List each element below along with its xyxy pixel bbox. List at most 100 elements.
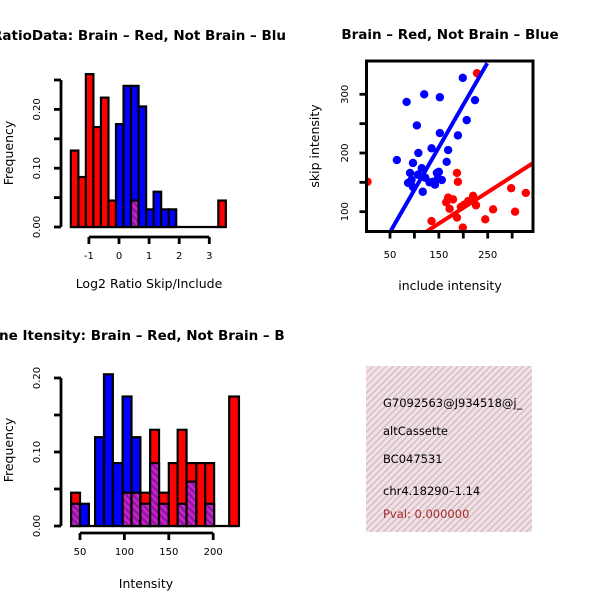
data-point-red — [448, 195, 458, 204]
ratio-hist-ylabel: Frequency — [1, 120, 16, 185]
data-point-blue — [412, 121, 422, 130]
ratio-hist-x-tick-label: 2 — [176, 251, 182, 262]
ratio-hist-bar-red — [69, 149, 80, 229]
intensity-scatter-x-tick-label: 250 — [478, 250, 497, 261]
intensity-scatter-xlabel: include intensity — [398, 278, 502, 293]
gene-hist-y-tick-label: 0.00 — [32, 515, 43, 537]
data-point-blue — [427, 144, 436, 153]
intensity-scatter-ylabel: skip intensity — [307, 104, 322, 188]
event-info-box: G7092563@J934518@j_ altCassette BC047531… — [366, 366, 532, 532]
data-point-red — [445, 204, 454, 213]
gene-hist-bar-overlap — [121, 491, 133, 528]
ratio-hist-bar-red — [84, 73, 95, 229]
data-point-blue — [435, 128, 445, 138]
intensity-scatter-y-tick-label: 300 — [340, 85, 351, 104]
data-point-red — [458, 223, 468, 232]
log-ratio-histogram-chart: 0.00 0.10 0.20 -1 0 1 2 3 RatioData: Brain – Red… — [0, 28, 286, 291]
intensity-scatter-y-tick-label: 100 — [340, 202, 351, 221]
data-point-blue — [442, 157, 451, 167]
data-point-blue — [434, 167, 444, 176]
panel-intensity-scatter: 50 150 250 100 200 300 Brain – Red, Not Brain … — [300, 0, 600, 300]
gene-hist-bar-red — [167, 462, 179, 528]
gene-hist-x-tick-label: 200 — [204, 547, 223, 558]
data-point-red — [510, 207, 520, 216]
ratio-hist-bar-blue — [122, 84, 133, 229]
ratio-hist-y-tick-label: 0.10 — [32, 157, 43, 179]
gene-hist-bar-overlap — [149, 462, 161, 528]
data-point-blue — [435, 93, 445, 102]
ratio-hist-x-tick-label: 1 — [146, 251, 152, 262]
ratio-hist-bar-red — [77, 175, 87, 229]
ratio-hist-bar-blue — [160, 208, 170, 229]
data-point-red — [452, 168, 462, 178]
intensity-scatter-plot-box — [365, 59, 535, 233]
data-point-blue — [402, 97, 411, 107]
ratio-hist-bar-red — [99, 96, 110, 229]
data-point-blue — [405, 168, 415, 178]
ratio-hist-x-tick-label: 0 — [116, 251, 122, 262]
intensity-scatter-x-tick-label: 50 — [384, 250, 397, 261]
data-point-blue — [458, 73, 468, 83]
gene-hist-bar-blue — [93, 436, 106, 528]
ratio-hist-bar-red — [92, 125, 103, 229]
gene-hist-ylabel: Frequency — [1, 417, 16, 482]
gene-hist-x-tick-label: 50 — [74, 547, 87, 558]
ratio-hist-bar-red — [107, 199, 118, 229]
intensity-scatter-fit-line-blue — [389, 62, 489, 232]
data-point-blue — [453, 131, 463, 140]
gene-hist-y-tick-label: 0.10 — [32, 441, 43, 463]
gene-hist-bar-overlap — [176, 502, 188, 528]
ratio-hist-x-tick-label: -1 — [84, 251, 94, 262]
intensity-scatter-plot-area — [366, 62, 533, 232]
gene-hist-bar-red — [228, 395, 241, 528]
data-point-red — [427, 216, 436, 226]
data-point-red — [453, 177, 463, 186]
ratio-hist-bars — [69, 73, 227, 229]
data-point-blue — [418, 187, 427, 196]
ratio-hist-x-tick-label: 3 — [206, 251, 212, 262]
data-point-red — [506, 184, 516, 193]
intensity-scatter-y-tick-label: 200 — [340, 143, 351, 162]
gene-hist-x-tick-label: 150 — [159, 547, 178, 558]
info-pval: Pval: 0.000000 — [383, 507, 470, 521]
gene-hist-title: ne Itensity: Brain – Red, Not Brain – B — [0, 328, 285, 344]
data-point-blue — [470, 95, 480, 105]
ratio-hist-y-tick-label: 0.20 — [32, 98, 43, 120]
ratio-hist-bar-blue — [144, 208, 155, 229]
data-point-blue — [420, 90, 429, 99]
gene-hist-bars — [70, 373, 241, 528]
gene-hist-bar-overlap — [139, 502, 152, 528]
ratio-hist-bar-blue — [137, 105, 148, 229]
gene-hist-bar-overlap — [130, 491, 142, 528]
data-point-blue — [414, 148, 423, 158]
gene-intensity-histogram-chart: 0.00 0.10 0.20 50 100 150 200 ne Itensity: Brai… — [0, 328, 285, 591]
intensity-scatter-chart: 50 150 250 100 200 300 Brain – Red, Not Brain … — [307, 27, 559, 293]
data-point-blue — [392, 155, 402, 165]
intensity-scatter-fit-line-red — [426, 161, 533, 232]
data-point-blue — [408, 158, 418, 168]
gene-hist-bar-overlap — [70, 502, 82, 528]
gene-hist-y-tick-label: 0.20 — [32, 367, 43, 389]
panel-gene-intensity-histogram: 0.00 0.10 0.20 50 100 150 200 ne Itensity: Brai… — [0, 300, 300, 600]
ratio-hist-bar-blue — [152, 190, 163, 229]
ratio-hist-y-tick-label: 0.00 — [32, 216, 43, 238]
intensity-scatter-points-blue — [392, 73, 480, 196]
ratio-hist-bar-red — [217, 199, 227, 229]
gene-hist-xlabel: Intensity — [119, 576, 174, 591]
ratio-hist-bar-overlap — [129, 199, 140, 229]
gene-hist-bar-red — [195, 462, 207, 528]
info-accession: BC047531 — [383, 452, 443, 466]
gene-hist-bar-overlap — [185, 480, 198, 528]
data-point-blue — [443, 145, 453, 155]
gene-hist-x-tick-label: 100 — [115, 547, 134, 558]
panel-log-ratio-histogram: 0.00 0.10 0.20 -1 0 1 2 3 RatioData: Brain – Red… — [0, 0, 300, 300]
gene-hist-bar-blue — [102, 373, 114, 528]
ratio-hist-bar-blue — [114, 122, 125, 229]
intensity-scatter-x-tick-label: 150 — [429, 250, 448, 261]
info-locus: chr4.18290–1.14 — [383, 484, 481, 498]
ratio-hist-xlabel: Log2 Ratio Skip/Include — [76, 276, 223, 291]
data-point-blue — [437, 175, 446, 185]
gene-hist-bar-blue — [78, 502, 90, 528]
data-point-red — [521, 188, 531, 198]
ratio-hist-bar-blue — [167, 208, 178, 229]
